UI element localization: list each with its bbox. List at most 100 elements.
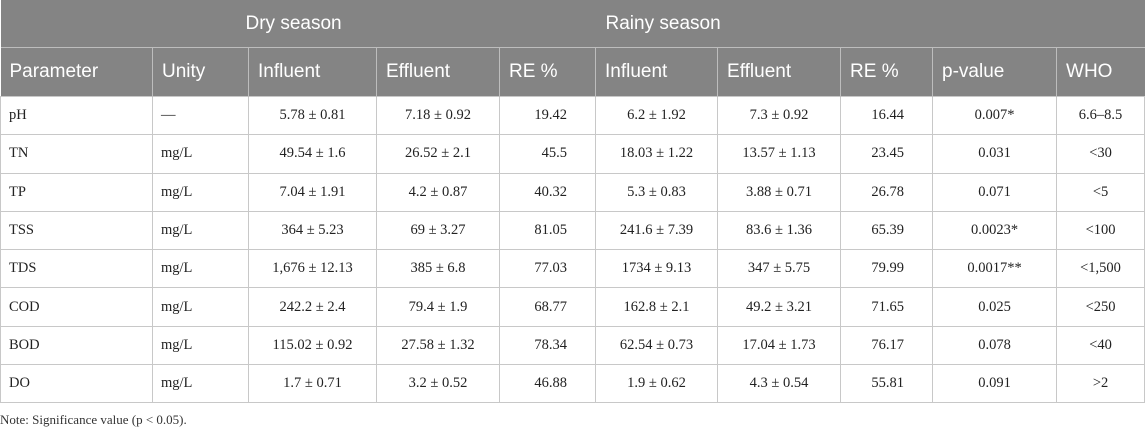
- cell-rainy-influent: 62.54 ± 0.73: [595, 325, 719, 366]
- cell-p-value: 0.031: [932, 134, 1058, 174]
- cell-p-value: 0.0017**: [932, 249, 1058, 289]
- cell-who: 6.6–8.5: [1056, 95, 1145, 136]
- cell-p-value: 0.091: [932, 364, 1058, 404]
- table-row: TN mg/L 49.54 ± 1.6 26.52 ± 2.1 45.5 18.03 ± …: [0, 134, 1145, 174]
- cell-rainy-influent: 6.2 ± 1.92: [595, 95, 719, 136]
- cell-rainy-re: 79.99: [840, 249, 934, 289]
- cell-dry-re: 77.03: [498, 249, 597, 289]
- cell-parameter: TDS: [0, 249, 153, 289]
- cell-rainy-re: 76.17: [840, 325, 934, 366]
- table-row: TP mg/L 7.04 ± 1.91 4.2 ± 0.87 40.32 5.3 ± 0.…: [0, 172, 1145, 212]
- cell-who: <250: [1056, 287, 1145, 327]
- col-header-dry-re: RE %: [499, 47, 597, 97]
- cell-dry-influent: 49.54 ± 1.6: [248, 134, 377, 174]
- cell-rainy-re: 65.39: [840, 210, 934, 251]
- cell-unity: mg/L: [152, 210, 249, 251]
- cell-dry-re: 78.34: [498, 325, 597, 366]
- col-header-rainy-effluent: Effluent: [717, 47, 842, 97]
- cell-dry-re: 19.42: [498, 95, 597, 136]
- table-note: Note: Significance value (p < 0.05).: [0, 412, 187, 427]
- cell-unity: mg/L: [152, 287, 249, 327]
- cell-parameter: TSS: [0, 210, 153, 251]
- cell-dry-effluent: 7.18 ± 0.92: [376, 95, 500, 136]
- cell-dry-re: 40.32: [498, 172, 597, 212]
- dry-season-header: Dry season: [0, 0, 596, 48]
- season-header-row: Dry season Rainy season: [0, 0, 1145, 48]
- cell-unity: mg/L: [152, 325, 249, 366]
- cell-dry-influent: 364 ± 5.23: [248, 210, 377, 251]
- table-row: DO mg/L 1.7 ± 0.71 3.2 ± 0.52 46.88 1.9 ± 0.6…: [0, 364, 1145, 404]
- cell-rainy-re: 26.78: [840, 172, 934, 212]
- cell-rainy-re: 71.65: [840, 287, 934, 327]
- table-row: BOD mg/L 115.02 ± 0.92 27.58 ± 1.32 78.34 62.…: [0, 325, 1145, 366]
- col-header-unity: Unity: [152, 47, 249, 97]
- cell-unity: —: [152, 95, 249, 136]
- cell-dry-effluent: 4.2 ± 0.87: [376, 172, 500, 212]
- cell-dry-influent: 1,676 ± 12.13: [248, 249, 377, 289]
- cell-rainy-effluent: 17.04 ± 1.73: [717, 325, 842, 366]
- cell-rainy-effluent: 347 ± 5.75: [717, 249, 842, 289]
- cell-p-value: 0.025: [932, 287, 1058, 327]
- cell-dry-effluent: 69 ± 3.27: [376, 210, 500, 251]
- cell-rainy-effluent: 4.3 ± 0.54: [717, 364, 842, 404]
- cell-dry-effluent: 27.58 ± 1.32: [376, 325, 500, 366]
- cell-rainy-influent: 1734 ± 9.13: [595, 249, 719, 289]
- cell-rainy-re: 23.45: [840, 134, 934, 174]
- cell-rainy-influent: 241.6 ± 7.39: [595, 210, 719, 251]
- cell-rainy-effluent: 13.57 ± 1.13: [717, 134, 842, 174]
- col-header-dry-effluent: Effluent: [376, 47, 500, 97]
- cell-dry-effluent: 385 ± 6.8: [376, 249, 500, 289]
- cell-rainy-effluent: 83.6 ± 1.36: [717, 210, 842, 251]
- cell-dry-effluent: 26.52 ± 2.1: [376, 134, 500, 174]
- cell-p-value: 0.071: [932, 172, 1058, 212]
- table-row: TDS mg/L 1,676 ± 12.13 385 ± 6.8 77.03 1734 ±…: [0, 249, 1145, 289]
- col-header-who: WHO: [1056, 47, 1145, 97]
- cell-dry-re: 45.5: [498, 134, 597, 174]
- cell-parameter: COD: [0, 287, 153, 327]
- cell-unity: mg/L: [152, 364, 249, 404]
- cell-dry-re: 46.88: [498, 364, 597, 404]
- table-row: COD mg/L 242.2 ± 2.4 79.4 ± 1.9 68.77 162.8 ±…: [0, 287, 1145, 327]
- cell-who: >2: [1056, 364, 1145, 404]
- rainy-season-header: Rainy season: [595, 0, 1145, 48]
- cell-dry-influent: 5.78 ± 0.81: [248, 95, 377, 136]
- cell-rainy-influent: 162.8 ± 2.1: [595, 287, 719, 327]
- cell-rainy-re: 16.44: [840, 95, 934, 136]
- cell-unity: mg/L: [152, 134, 249, 174]
- cell-dry-effluent: 79.4 ± 1.9: [376, 287, 500, 327]
- cell-rainy-influent: 1.9 ± 0.62: [595, 364, 719, 404]
- col-header-rainy-re: RE %: [840, 47, 934, 97]
- table-row: pH —5.78 ± 0.81 7.18 ± 0.92 19.42 6.2 ± 1.92…: [0, 95, 1145, 136]
- cell-parameter: BOD: [0, 325, 153, 366]
- cell-parameter: DO: [0, 364, 153, 404]
- cell-dry-re: 81.05: [498, 210, 597, 251]
- cell-dry-influent: 115.02 ± 0.92: [248, 325, 377, 366]
- column-header-row: Parameter Unity Influent Effluent RE % I…: [0, 47, 1145, 97]
- cell-dry-influent: 242.2 ± 2.4: [248, 287, 377, 327]
- cell-who: <100: [1056, 210, 1145, 251]
- cell-who: <30: [1056, 134, 1145, 174]
- cell-rainy-influent: 5.3 ± 0.83: [595, 172, 719, 212]
- cell-dry-re: 68.77: [498, 287, 597, 327]
- cell-unity: mg/L: [152, 249, 249, 289]
- cell-p-value: 0.0023*: [932, 210, 1058, 251]
- cell-dry-influent: 7.04 ± 1.91: [248, 172, 377, 212]
- col-header-dry-influent: Influent: [248, 47, 377, 97]
- cell-p-value: 0.078: [932, 325, 1058, 366]
- cell-rainy-influent: 18.03 ± 1.22: [595, 134, 719, 174]
- cell-parameter: TP: [0, 172, 153, 212]
- cell-who: <1,500: [1056, 249, 1145, 289]
- cell-who: <5: [1056, 172, 1145, 212]
- col-header-parameter: Parameter: [0, 47, 153, 97]
- cell-parameter: TN: [0, 134, 153, 174]
- cell-rainy-re: 55.81: [840, 364, 934, 404]
- col-header-p-value: p-value: [932, 47, 1058, 97]
- table-row: TSS mg/L 364 ± 5.23 69 ± 3.27 81.05 241.6 ± 7…: [0, 210, 1145, 251]
- cell-unity: mg/L: [152, 172, 249, 212]
- cell-rainy-effluent: 49.2 ± 3.21: [717, 287, 842, 327]
- cell-who: <40: [1056, 325, 1145, 366]
- cell-dry-influent: 1.7 ± 0.71: [248, 364, 377, 404]
- cell-rainy-effluent: 3.88 ± 0.71: [717, 172, 842, 212]
- cell-rainy-effluent: 7.3 ± 0.92: [717, 95, 842, 136]
- cell-parameter: pH: [0, 95, 153, 136]
